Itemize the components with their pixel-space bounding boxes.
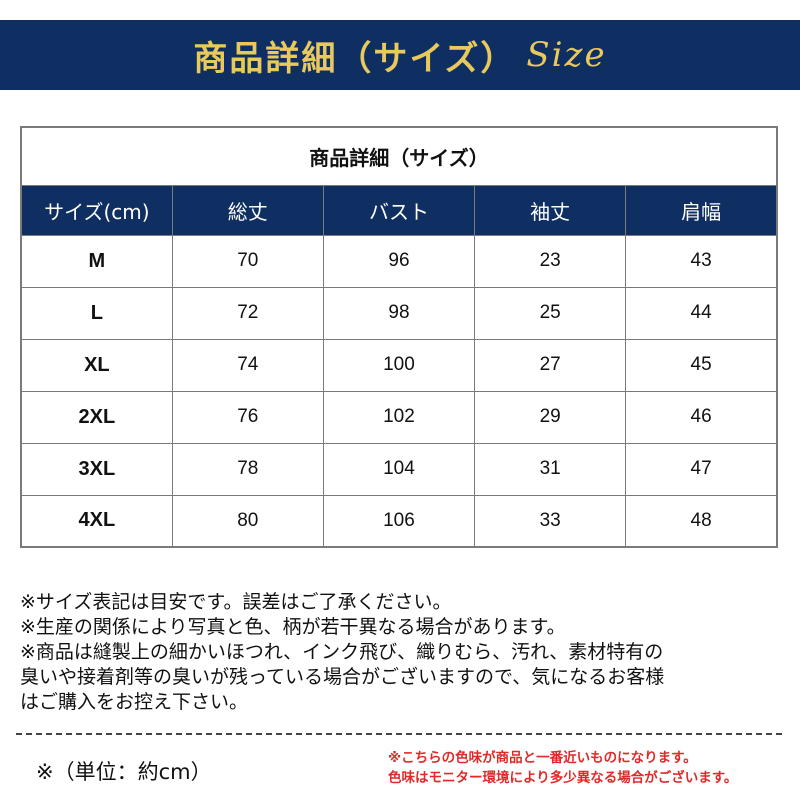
note-line: 臭いや接着剤等の臭いが残っている場合がございますので、気になるお客様 (20, 666, 665, 688)
sleeve-cell: 29 (474, 390, 627, 444)
table-row: L 72 98 25 44 (20, 286, 778, 340)
title-banner: 商品詳細（サイズ） Size (0, 20, 800, 90)
table-header-row: サイズ(cm) 総丈 バスト 袖丈 肩幅 (20, 184, 778, 236)
shoulder-cell: 44 (625, 286, 778, 340)
size-cell: XL (20, 338, 173, 392)
bust-cell: 96 (322, 234, 476, 288)
shoulder-cell: 46 (625, 390, 778, 444)
bust-cell: 106 (322, 494, 476, 548)
length-cell: 72 (171, 286, 324, 340)
size-cell: M (20, 234, 173, 288)
shoulder-cell: 45 (625, 338, 778, 392)
length-cell: 78 (171, 442, 324, 496)
bust-cell: 100 (322, 338, 476, 392)
table-caption: 商品詳細（サイズ） (20, 126, 778, 186)
table-row: 2XL 76 102 29 46 (20, 390, 778, 444)
sleeve-cell: 27 (474, 338, 627, 392)
sleeve-cell: 33 (474, 494, 627, 548)
header-shoulder: 肩幅 (625, 184, 778, 236)
length-cell: 76 (171, 390, 324, 444)
color-disclaimer-line: 色味はモニター環境により多少異なる場合がございます。 (388, 770, 738, 786)
table-row: 4XL 80 106 33 48 (20, 494, 778, 548)
length-cell: 80 (171, 494, 324, 548)
note-line: ※商品は縫製上の細かいほつれ、インク飛び、織りむら、汚れ、素材特有の (20, 641, 664, 663)
note-line: ※生産の関係により写真と色、柄が若干異なる場合があります。 (20, 616, 566, 638)
size-cell: 3XL (20, 442, 173, 496)
unit-note: ※（単位：約cm） (36, 760, 212, 784)
note-line: ※サイズ表記は目安です。誤差はご了承ください。 (20, 591, 452, 613)
header-length: 総丈 (171, 184, 324, 236)
header-size: サイズ(cm) (20, 184, 173, 236)
size-cell: 4XL (20, 494, 173, 548)
shoulder-cell: 43 (625, 234, 778, 288)
sleeve-cell: 25 (474, 286, 627, 340)
table-row: XL 74 100 27 45 (20, 338, 778, 392)
shoulder-cell: 47 (625, 442, 778, 496)
size-table: 商品詳細（サイズ） サイズ(cm) 総丈 バスト 袖丈 肩幅 M 70 96 2… (20, 126, 778, 548)
banner-title: 商品詳細（サイズ） (193, 38, 517, 79)
length-cell: 74 (171, 338, 324, 392)
table-row: 3XL 78 104 31 47 (20, 442, 778, 496)
color-disclaimer: ※こちらの色味が商品と一番近いものになります。 色味はモニター環境により多少異な… (388, 748, 793, 788)
bust-cell: 102 (322, 390, 476, 444)
bust-cell: 104 (322, 442, 476, 496)
header-sleeve: 袖丈 (474, 184, 627, 236)
note-line: はご購入をお控え下さい。 (20, 691, 249, 713)
header-bust: バスト (322, 184, 476, 236)
sleeve-cell: 23 (474, 234, 627, 288)
notes-block: ※サイズ表記は目安です。誤差はご了承ください。 ※生産の関係により写真と色、柄が… (20, 590, 790, 715)
bust-cell: 98 (322, 286, 476, 340)
dashed-divider (16, 733, 782, 735)
table-row: M 70 96 23 43 (20, 234, 778, 288)
table-caption-row: 商品詳細（サイズ） (20, 126, 778, 186)
size-cell: 2XL (20, 390, 173, 444)
length-cell: 70 (171, 234, 324, 288)
color-disclaimer-line: ※こちらの色味が商品と一番近いものになります。 (388, 750, 697, 766)
sleeve-cell: 31 (474, 442, 627, 496)
size-cell: L (20, 286, 173, 340)
banner-size-word: Size (526, 35, 607, 75)
shoulder-cell: 48 (625, 494, 778, 548)
